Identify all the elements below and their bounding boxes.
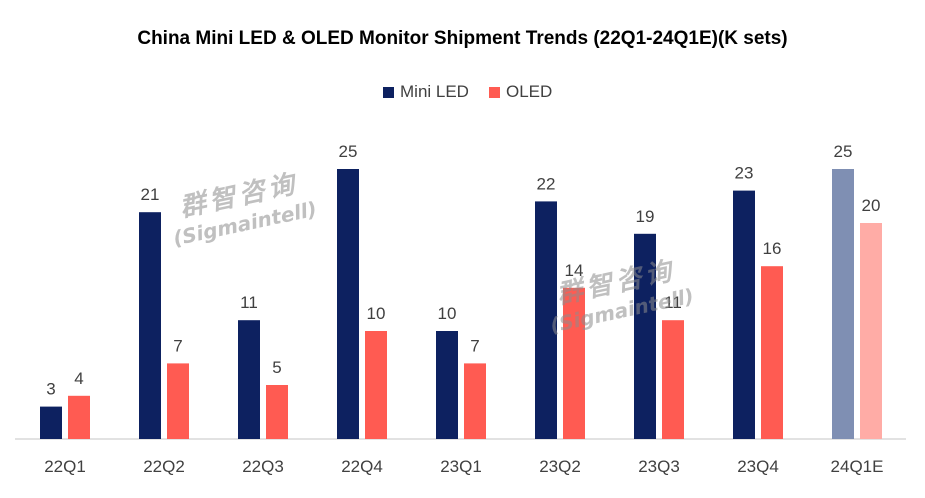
bar-oled-24q1e	[860, 223, 882, 439]
legend-item-oled: OLED	[489, 82, 552, 102]
data-label: 11	[240, 293, 258, 312]
data-label: 7	[173, 336, 182, 355]
x-tick-label: 23Q3	[638, 457, 680, 476]
x-tick-label: 23Q2	[539, 457, 581, 476]
bar-oled-22q2	[167, 363, 189, 439]
x-tick-label: 24Q1E	[831, 457, 884, 476]
bar-mini-led-22q3	[238, 320, 260, 439]
bar-mini-led-23q4	[733, 190, 755, 439]
data-label: 10	[438, 304, 457, 323]
x-tick-label: 22Q4	[341, 457, 383, 476]
data-label: 4	[74, 369, 83, 388]
legend-swatch-oled	[489, 86, 500, 98]
legend-item-mini-led: Mini LED	[383, 82, 469, 102]
bar-mini-led-24q1e	[832, 169, 854, 439]
x-tick-label: 22Q2	[143, 457, 185, 476]
data-label: 14	[565, 261, 584, 280]
bar-oled-23q3	[662, 320, 684, 439]
x-tick-label: 22Q1	[44, 457, 86, 476]
bar-oled-22q3	[266, 385, 288, 439]
x-tick-label: 23Q4	[737, 457, 779, 476]
chart-title: China Mini LED & OLED Monitor Shipment T…	[137, 28, 788, 49]
bar-mini-led-22q1	[40, 406, 62, 439]
data-label: 20	[862, 196, 881, 215]
legend-label-mini-led: Mini LED	[400, 82, 469, 101]
bar-mini-led-23q1	[436, 331, 458, 439]
legend-label-oled: OLED	[506, 82, 553, 101]
bar-oled-22q1	[68, 395, 90, 439]
data-label: 22	[537, 174, 556, 193]
bar-oled-22q4	[365, 331, 387, 439]
data-label: 3	[46, 380, 55, 399]
legend-swatch-mini-led	[383, 86, 394, 98]
data-label: 25	[834, 142, 853, 161]
bar-mini-led-22q2	[139, 212, 161, 439]
data-label: 10	[367, 304, 386, 323]
x-tick-label: 23Q1	[440, 457, 482, 476]
data-label: 19	[636, 207, 655, 226]
data-label: 23	[735, 164, 754, 183]
data-label: 7	[470, 336, 479, 355]
bar-mini-led-23q2	[535, 201, 557, 439]
bar-mini-led-22q4	[337, 169, 359, 439]
data-label: 16	[763, 239, 782, 258]
data-label: 25	[339, 142, 358, 161]
data-label: 5	[272, 358, 281, 377]
bar-oled-23q4	[761, 266, 783, 439]
bar-mini-led-23q3	[634, 233, 656, 439]
data-label: 21	[141, 185, 160, 204]
bar-oled-23q1	[464, 363, 486, 439]
x-tick-label: 22Q3	[242, 457, 284, 476]
bar-oled-23q2	[563, 287, 585, 439]
data-label: 11	[664, 293, 682, 312]
